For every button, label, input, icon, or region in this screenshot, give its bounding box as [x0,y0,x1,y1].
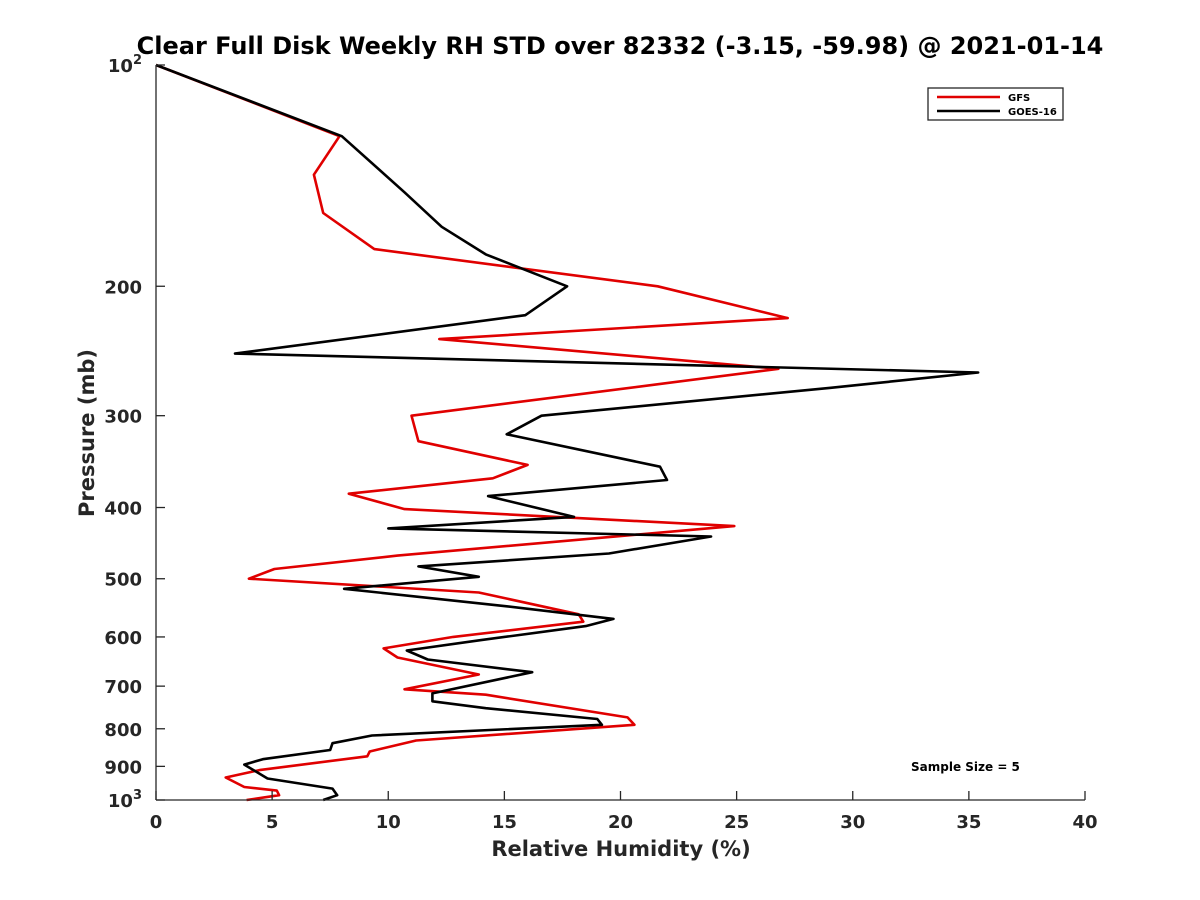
legend-label-goes-16: GOES-16 [1008,107,1057,118]
series-line-goes-16 [155,63,980,802]
x-tick-label: 5 [266,812,279,833]
y-tick-label: 103 [108,788,142,812]
y-tick-label: 102 [108,53,142,77]
x-tick-label: 30 [840,812,865,833]
x-tick-label: 0 [150,812,163,833]
x-tick-label: 15 [492,812,517,833]
series-lines [155,63,980,802]
legend-box [927,87,1064,121]
x-axis-label: Relative Humidity (%) [491,837,750,861]
y-axis-label: Pressure (mb) [75,349,99,517]
x-tick-label: 35 [956,812,981,833]
y-tick-label: 200 [104,277,142,298]
sample-size-annotation: Sample Size = 5 [911,760,1020,774]
y-tick-label: 900 [104,757,142,778]
y-tick-label: 400 [104,499,142,520]
series-line-gfs [155,63,790,802]
legend: GFS GOES-16 [927,87,1064,121]
axes: 0 5 10 15 20 25 30 35 40 102 200 300 400 500 600 700 800… [104,53,1097,833]
y-tick-label: 300 [104,407,142,428]
chart-title: Clear Full Disk Weekly RH STD over 82332… [137,32,1104,60]
y-tick-label: 500 [104,570,142,591]
x-tick-label: 10 [376,812,401,833]
x-tick-label: 40 [1072,812,1097,833]
y-tick-label: 800 [104,720,142,741]
x-tick-label: 20 [608,812,633,833]
y-tick-label: 600 [104,628,142,649]
x-tick-label: 25 [724,812,749,833]
y-tick-label: 700 [104,677,142,698]
legend-label-gfs: GFS [1008,93,1030,104]
